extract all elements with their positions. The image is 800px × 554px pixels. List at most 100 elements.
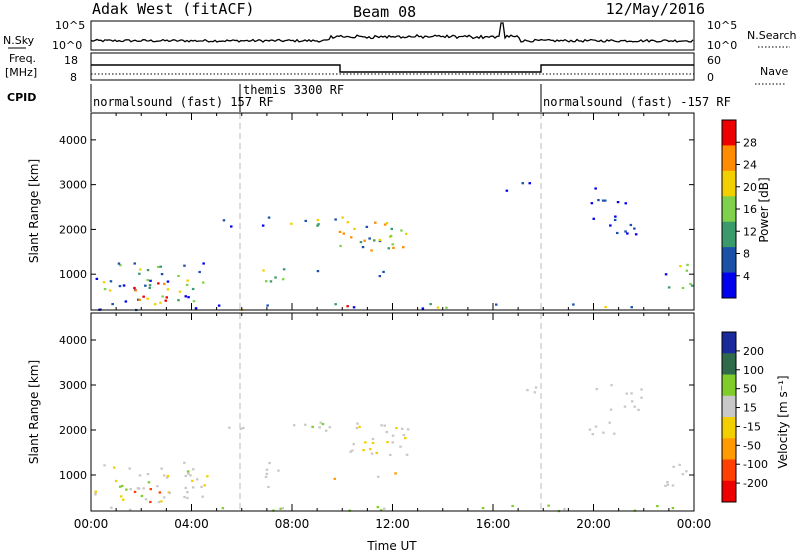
velocity-cell (125, 488, 128, 491)
noise-tick-top-right: 10^5 (707, 19, 737, 32)
velocity-colorbar-tick-label: 200 (743, 345, 764, 358)
velocity-cell (268, 461, 271, 465)
cpid-label: CPID (7, 91, 36, 104)
velocity-cell (588, 428, 592, 431)
power-cell (282, 268, 286, 271)
power-cell (664, 273, 668, 276)
power-cell (390, 227, 393, 230)
noise-panel: N.Sky 10^5 10^0 10^5 10^0 N.Search (3, 19, 797, 52)
power-cell (119, 264, 122, 267)
noise-tick-bottom-left: 10^0 (52, 39, 82, 52)
velocity-yaxis: 4000 3000 2000 1000 (59, 334, 694, 482)
velocity-cell (328, 426, 332, 429)
velocity-colorbar-tick-label: 100 (743, 364, 764, 377)
velocity-cell (149, 500, 152, 504)
velocity-colorbar-tick-label: -50 (743, 439, 761, 452)
velocity-colorbar-tick-label: -100 (743, 458, 768, 471)
power-cell (341, 216, 344, 219)
power-cell (198, 270, 201, 274)
power-cell (159, 265, 162, 268)
power-cell (634, 233, 638, 236)
power-cell (269, 280, 273, 283)
velocity-colorbar-tick-label: 15 (743, 402, 757, 415)
power-y-tick-label: 3000 (59, 179, 87, 192)
power-cell (316, 218, 320, 222)
velocity-cell (122, 498, 125, 501)
freq-tick-top: 18 (64, 54, 78, 67)
power-cell (400, 229, 403, 232)
velocity-cell (395, 427, 398, 430)
power-cell (317, 223, 320, 226)
power-cell (134, 289, 137, 292)
power-cell (157, 282, 160, 285)
time-tick-label: 08:00 (275, 517, 310, 531)
velocity-colorbar-tick-label: -15 (743, 420, 761, 433)
time-tick-label: 04:00 (174, 517, 209, 531)
power-cell (689, 282, 692, 285)
velocity-cell (391, 441, 394, 444)
power-cell (402, 246, 405, 249)
power-cell (681, 286, 685, 290)
power-cell (161, 295, 164, 298)
power-colorbar-swatch (722, 247, 736, 274)
velocity-cell (383, 507, 386, 510)
power-colorbar-tick-label: 4 (743, 270, 750, 283)
power-colorbar-tick-label: 24 (743, 159, 757, 172)
power-cell (187, 296, 190, 299)
velocity-cell (371, 437, 375, 441)
velocity-cell (129, 488, 132, 491)
power-colorbar-swatch (722, 221, 736, 248)
velocity-cell (186, 470, 190, 473)
velocity-cell (352, 443, 355, 446)
power-cell (604, 199, 607, 202)
velocity-cell (189, 474, 192, 477)
velocity-colorbar-swatch (722, 332, 736, 354)
power-y-tick-label: 4000 (59, 134, 87, 147)
power-y-tick-label: 1000 (59, 268, 87, 281)
velocity-y-tick-label: 2000 (59, 424, 87, 437)
power-cell (378, 238, 381, 242)
power-cell (133, 286, 136, 290)
power-cell (346, 305, 349, 308)
nsky-label: N.Sky (3, 34, 35, 47)
velocity-cell (656, 505, 659, 508)
velocity-cell (666, 481, 669, 484)
velocity-cell (187, 472, 190, 475)
power-cell (102, 281, 106, 284)
velocity-cell (481, 507, 485, 510)
velocity-cell (149, 488, 152, 491)
velocity-cell (94, 490, 97, 493)
velocity-cell (362, 449, 365, 452)
velocity-cell (184, 486, 187, 489)
power-ylabel: Slant Range [km] (27, 159, 41, 263)
power-cell (103, 288, 107, 291)
power-cell (178, 290, 182, 293)
velocity-cell (533, 391, 537, 394)
velocity-cell (192, 468, 195, 471)
power-cell (164, 299, 167, 302)
power-cell (572, 303, 575, 306)
freq-unit-label: [MHz] (5, 66, 37, 79)
nsearch-label: N.Search (747, 29, 797, 42)
power-cell (370, 249, 373, 252)
power-cell (382, 270, 385, 273)
velocity-cell (160, 500, 163, 503)
velocity-cell (94, 493, 97, 496)
velocity-cell (595, 388, 598, 391)
velocity-cell (394, 472, 397, 475)
power-cell (373, 239, 376, 242)
power-colorbar-swatch (722, 272, 736, 299)
power-cell (528, 182, 531, 185)
power-cell (122, 284, 126, 287)
power-cell (217, 304, 221, 307)
velocity-cell (192, 486, 195, 489)
power-cell (166, 288, 170, 291)
velocity-cell (602, 431, 605, 434)
velocity-cell (121, 484, 124, 488)
power-cell (265, 280, 268, 283)
velocity-cell (370, 452, 374, 455)
velocity-cell (321, 422, 325, 426)
cpid-segment-1: normalsound (fast) 157 RF (93, 95, 274, 109)
power-cell (690, 284, 694, 287)
velocity-cell (563, 507, 566, 511)
